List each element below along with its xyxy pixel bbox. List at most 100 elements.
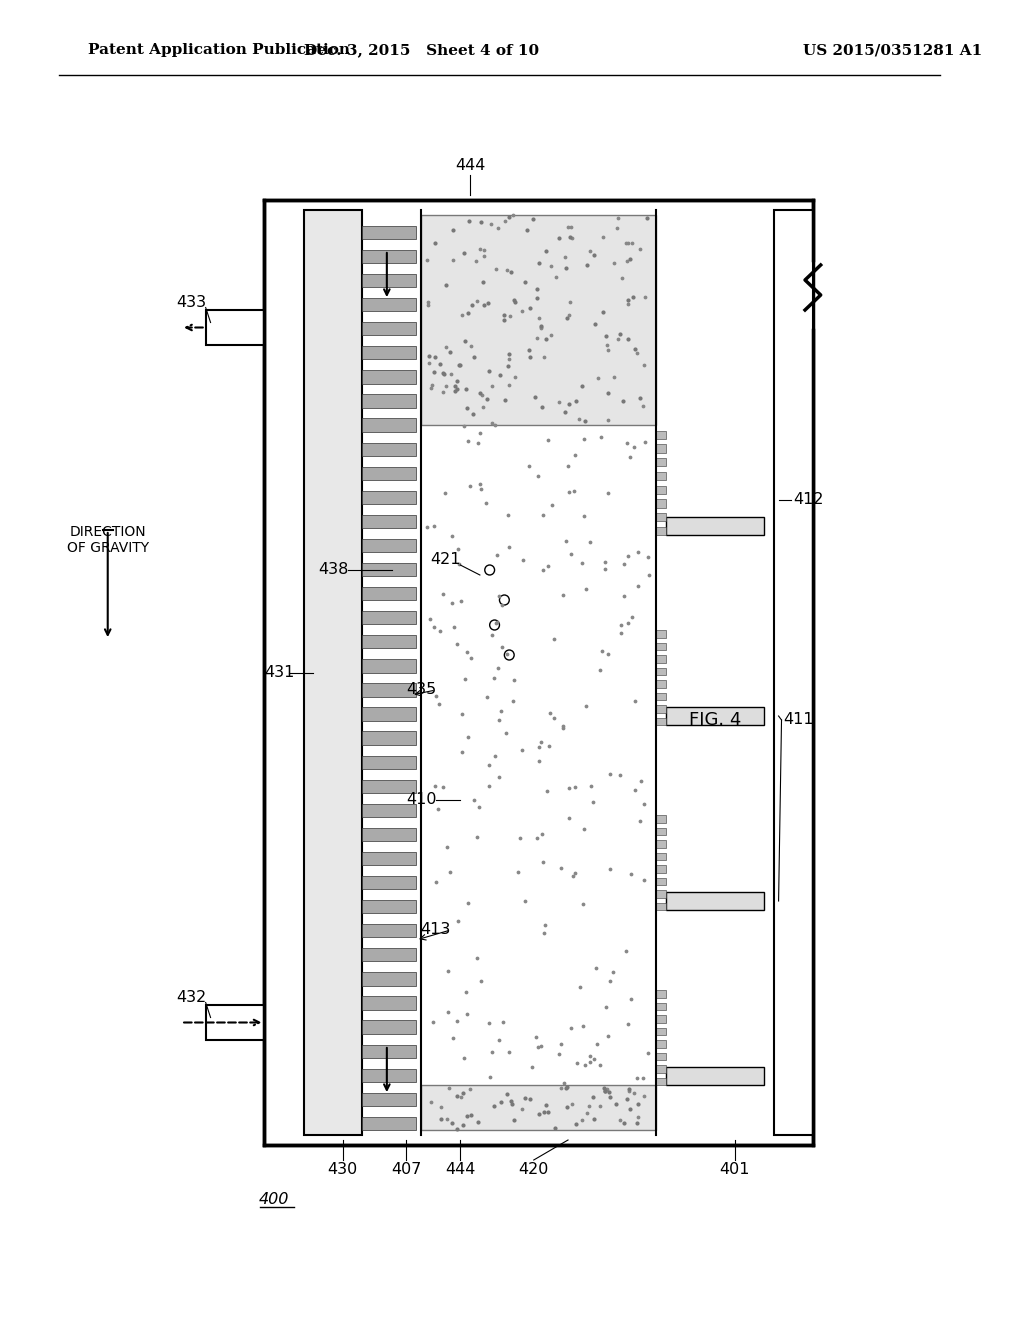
Point — [623, 447, 639, 469]
Point — [629, 1113, 645, 1134]
Point — [422, 609, 438, 630]
Point — [562, 226, 579, 247]
Point — [465, 404, 481, 425]
Point — [499, 722, 515, 743]
Point — [560, 808, 577, 829]
Point — [450, 378, 466, 399]
Point — [497, 310, 513, 331]
Point — [460, 302, 476, 323]
Point — [604, 961, 621, 982]
Point — [482, 1067, 499, 1088]
Point — [586, 244, 602, 265]
Point — [641, 565, 657, 586]
Bar — [656, 499, 666, 507]
Bar — [656, 718, 666, 725]
Point — [595, 1078, 611, 1100]
Point — [532, 1036, 549, 1057]
Bar — [362, 1020, 416, 1034]
Text: Patent Application Publication: Patent Application Publication — [88, 44, 350, 57]
Point — [597, 552, 613, 573]
Point — [434, 583, 451, 605]
Point — [538, 240, 554, 261]
Point — [436, 363, 453, 384]
Point — [577, 411, 593, 432]
Point — [600, 409, 616, 430]
Point — [618, 433, 635, 454]
Point — [613, 614, 630, 635]
Point — [555, 715, 571, 737]
Point — [561, 482, 578, 503]
Bar — [656, 890, 666, 898]
Point — [567, 862, 584, 883]
Point — [427, 346, 443, 367]
Point — [528, 327, 545, 348]
Point — [450, 539, 466, 560]
Point — [578, 579, 594, 601]
Point — [488, 612, 505, 634]
Point — [521, 339, 538, 360]
Point — [490, 218, 507, 239]
Point — [524, 209, 541, 230]
Bar — [656, 903, 666, 909]
Bar — [362, 659, 416, 672]
Point — [486, 414, 503, 436]
Point — [439, 837, 456, 858]
Point — [597, 558, 613, 579]
Point — [456, 416, 472, 437]
Point — [481, 755, 498, 776]
Bar — [362, 851, 416, 865]
Point — [455, 1082, 471, 1104]
Point — [501, 206, 517, 227]
Point — [445, 616, 462, 638]
Point — [630, 1106, 646, 1127]
Point — [512, 828, 528, 849]
Point — [556, 247, 572, 268]
Bar — [666, 1067, 764, 1085]
Point — [476, 246, 493, 267]
Point — [582, 532, 598, 553]
Point — [474, 397, 490, 418]
Point — [457, 1048, 473, 1069]
Point — [458, 982, 474, 1003]
Bar — [656, 1052, 666, 1060]
Point — [627, 338, 643, 359]
Point — [531, 308, 548, 329]
Point — [539, 780, 555, 801]
Point — [542, 702, 558, 723]
Point — [623, 989, 639, 1010]
Bar — [421, 1085, 656, 1130]
Point — [492, 1030, 508, 1051]
Point — [620, 293, 636, 314]
Point — [536, 921, 552, 942]
Point — [427, 232, 443, 253]
Point — [464, 294, 480, 315]
Bar — [362, 755, 416, 768]
Point — [459, 397, 475, 418]
Point — [439, 1002, 456, 1023]
Point — [462, 1078, 478, 1100]
Bar — [666, 517, 764, 535]
Bar — [656, 1027, 666, 1035]
Point — [558, 1077, 574, 1098]
Point — [440, 1078, 457, 1100]
Point — [468, 249, 484, 271]
Point — [489, 657, 506, 678]
Point — [622, 248, 638, 269]
Point — [628, 779, 644, 800]
Point — [435, 381, 452, 403]
Point — [583, 240, 599, 261]
Bar — [774, 210, 813, 1135]
Point — [633, 771, 649, 792]
Point — [570, 408, 587, 429]
Point — [480, 360, 497, 381]
Point — [440, 961, 457, 982]
Point — [444, 1027, 461, 1048]
Point — [553, 1077, 569, 1098]
Point — [502, 343, 518, 364]
Point — [480, 1012, 497, 1034]
Point — [454, 742, 470, 763]
Point — [445, 219, 462, 240]
Point — [495, 1012, 511, 1034]
Point — [536, 346, 552, 367]
Point — [425, 1011, 441, 1032]
